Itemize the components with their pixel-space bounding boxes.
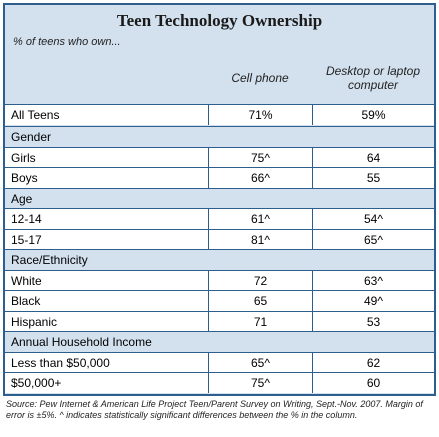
cell-value: 65^ — [208, 352, 312, 373]
row-label: Girls — [11, 150, 36, 165]
row-label: White — [11, 273, 42, 288]
section-label: Age — [11, 191, 33, 206]
data-row: 15-17 81^ 65^ — [5, 228, 434, 250]
cell-value: 55 — [312, 168, 434, 188]
cell-value: 71% — [208, 105, 312, 125]
footnote: Source: Pew Internet & American Life Pro… — [6, 399, 423, 420]
cell-value: 81^ — [208, 229, 312, 250]
data-row: Black 65 49^ — [5, 290, 434, 311]
cell-value: 63^ — [312, 270, 434, 291]
data-row: Less than $50,000 65^ 62 — [5, 351, 434, 373]
cell-value: 53 — [312, 311, 434, 332]
data-row: Hispanic 71 53 — [5, 310, 434, 332]
section-row: Gender — [5, 126, 434, 147]
row-label: All Teens — [11, 108, 60, 122]
cell-value: 75^ — [208, 147, 312, 168]
section-row: Age — [5, 187, 434, 209]
column-header: Cell phone — [231, 71, 289, 85]
section-label: Race/Ethnicity — [11, 253, 88, 267]
row-label: $50,000+ — [11, 376, 62, 390]
cell-value: 65 — [208, 291, 312, 311]
data-row: $50,000+ 75^ 60 — [5, 372, 434, 393]
section-label: Annual Household Income — [11, 335, 152, 349]
section-label: Gender — [11, 130, 52, 144]
table-box: Teen Technology Ownership % of teens who… — [3, 3, 436, 396]
data-row: 12-14 61^ 54^ — [5, 208, 434, 229]
row-label: Hispanic — [11, 314, 58, 329]
cell-value: 60 — [312, 373, 434, 393]
subtitle: % of teens who own... — [13, 36, 121, 48]
row-label: Black — [11, 294, 41, 308]
cell-value: 66^ — [208, 168, 312, 188]
section-row: Race/Ethnicity — [5, 249, 434, 270]
cell-value: 75^ — [208, 373, 312, 393]
row-label: 12-14 — [11, 212, 42, 226]
cell-value: 54^ — [312, 209, 434, 229]
cell-value: 64 — [312, 147, 434, 168]
row-label: 15-17 — [11, 232, 42, 247]
data-row: All Teens 71% 59% — [5, 104, 434, 125]
cell-value: 49^ — [312, 291, 434, 311]
title: Teen Technology Ownership — [116, 11, 323, 30]
cell-value: 59% — [312, 105, 434, 125]
cell-value: 61^ — [208, 209, 312, 229]
section-row: Annual Household Income — [5, 331, 434, 352]
row-label: Boys — [11, 171, 38, 185]
cell-value: 72 — [208, 270, 312, 291]
cell-value: 62 — [312, 352, 434, 373]
data-row: White 72 63^ — [5, 269, 434, 291]
cell-value: 71 — [208, 311, 312, 332]
cell-value: 65^ — [312, 229, 434, 250]
column-header: Desktop or laptop computer — [325, 64, 421, 92]
data-row: Girls 75^ 64 — [5, 146, 434, 168]
data-row: Boys 66^ 55 — [5, 167, 434, 188]
row-label: Less than $50,000 — [11, 355, 110, 370]
